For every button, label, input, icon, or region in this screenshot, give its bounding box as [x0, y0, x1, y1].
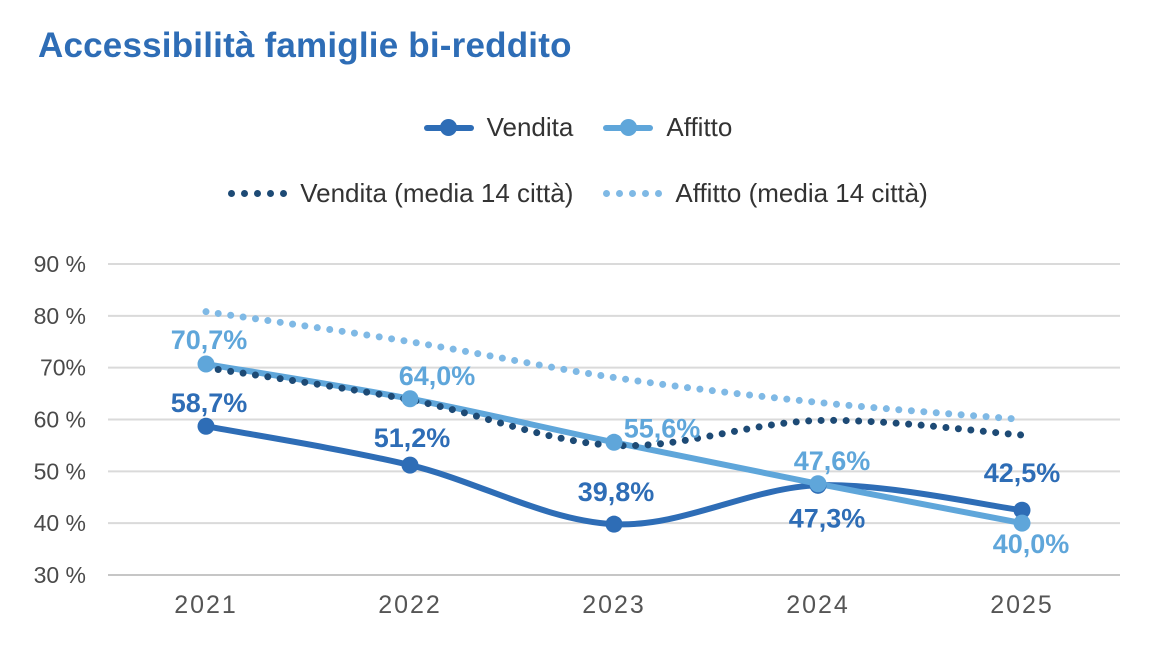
vendita-line-icon: [423, 119, 474, 136]
svg-text:64,0%: 64,0%: [399, 361, 476, 391]
svg-text:70%: 70%: [40, 355, 86, 381]
vendita-media-dotted-icon: [228, 190, 288, 197]
svg-text:30 %: 30 %: [34, 562, 86, 588]
svg-text:58,7%: 58,7%: [171, 388, 248, 418]
legend-item-affitto: Affitto: [603, 112, 732, 143]
legend-label-affitto: Affitto: [666, 112, 733, 142]
legend-label-affitto-media: Affitto (media 14 città): [675, 178, 928, 208]
svg-text:2022: 2022: [378, 591, 442, 619]
affitto-media-dotted-icon: [603, 190, 663, 197]
svg-text:70,7%: 70,7%: [171, 325, 248, 355]
legend-label-vendita: Vendita: [486, 112, 574, 142]
legend-item-vendita-media: Vendita (media 14 città): [228, 178, 573, 209]
legend-item-vendita: Vendita: [423, 112, 574, 143]
svg-text:90 %: 90 %: [34, 251, 86, 277]
svg-text:2021: 2021: [174, 591, 238, 619]
svg-text:40,0%: 40,0%: [993, 529, 1070, 559]
svg-text:50 %: 50 %: [34, 458, 86, 484]
svg-text:42,5%: 42,5%: [984, 458, 1061, 488]
svg-text:40 %: 40 %: [34, 510, 86, 536]
svg-text:47,6%: 47,6%: [794, 446, 871, 476]
chart-area: 90 % 80 % 70% 60 % 50 % 40 % 30 % 2021 2022 2023 2…: [0, 240, 1156, 654]
svg-text:55,6%: 55,6%: [624, 413, 701, 443]
legend-row-2: Vendita (media 14 città) Affitto (media …: [0, 178, 1156, 209]
legend-row-1: Vendita Affitto: [0, 112, 1156, 143]
legend-item-affitto-media: Affitto (media 14 città): [603, 178, 928, 209]
svg-text:2025: 2025: [990, 591, 1054, 619]
svg-text:80 %: 80 %: [34, 303, 86, 329]
line-chart: 90 % 80 % 70% 60 % 50 % 40 % 30 % 2021 2022 2023 2…: [34, 251, 1120, 619]
svg-text:60 %: 60 %: [34, 406, 86, 432]
svg-text:47,3%: 47,3%: [789, 503, 866, 533]
page-title: Accessibilità famiglie bi-reddito: [38, 26, 572, 65]
affitto-line-icon: [603, 119, 654, 136]
svg-text:39,8%: 39,8%: [578, 477, 655, 507]
svg-text:51,2%: 51,2%: [374, 423, 451, 453]
legend-label-vendita-media: Vendita (media 14 città): [300, 178, 574, 208]
svg-text:2023: 2023: [582, 591, 646, 619]
svg-text:2024: 2024: [786, 591, 850, 619]
